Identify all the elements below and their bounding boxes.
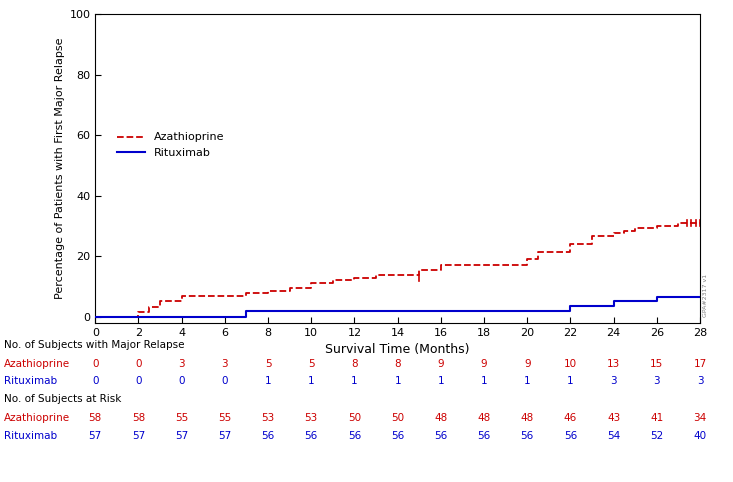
Text: 57: 57 <box>218 431 232 441</box>
Text: 56: 56 <box>520 431 534 441</box>
Text: 57: 57 <box>89 431 102 441</box>
Y-axis label: Percentage of Patients with First Major Relapse: Percentage of Patients with First Major … <box>55 38 65 299</box>
Text: 54: 54 <box>607 431 620 441</box>
Text: 53: 53 <box>262 414 275 423</box>
Text: 56: 56 <box>305 431 318 441</box>
Text: Rituximab: Rituximab <box>4 431 56 441</box>
Text: 0: 0 <box>178 376 185 386</box>
Text: 56: 56 <box>262 431 275 441</box>
Text: 43: 43 <box>607 414 620 423</box>
Text: 48: 48 <box>477 414 490 423</box>
Text: 55: 55 <box>175 414 188 423</box>
Text: 3: 3 <box>178 359 185 369</box>
Text: 1: 1 <box>265 376 271 386</box>
Text: 46: 46 <box>564 414 577 423</box>
Text: 52: 52 <box>650 431 663 441</box>
Text: Azathioprine: Azathioprine <box>4 359 70 369</box>
Text: 17: 17 <box>693 359 707 369</box>
X-axis label: Survival Time (Months): Survival Time (Months) <box>325 343 470 356</box>
Text: 5: 5 <box>308 359 314 369</box>
Text: 56: 56 <box>564 431 577 441</box>
Text: 1: 1 <box>438 376 444 386</box>
Text: 55: 55 <box>218 414 232 423</box>
Text: 58: 58 <box>132 414 145 423</box>
Text: 48: 48 <box>520 414 534 423</box>
Text: 58: 58 <box>89 414 102 423</box>
Legend: Azathioprine, Rituximab: Azathioprine, Rituximab <box>113 128 229 162</box>
Text: 3: 3 <box>221 359 228 369</box>
Text: 41: 41 <box>650 414 663 423</box>
Text: 34: 34 <box>693 414 707 423</box>
Text: 56: 56 <box>348 431 361 441</box>
Text: 3: 3 <box>654 376 660 386</box>
Text: 9: 9 <box>438 359 444 369</box>
Text: 1: 1 <box>351 376 358 386</box>
Text: 0: 0 <box>92 359 98 369</box>
Text: Azathioprine: Azathioprine <box>4 414 70 423</box>
Text: 15: 15 <box>650 359 663 369</box>
Text: 1: 1 <box>567 376 574 386</box>
Text: 1: 1 <box>524 376 531 386</box>
Text: 3: 3 <box>611 376 617 386</box>
Text: 0: 0 <box>135 376 141 386</box>
Text: 8: 8 <box>351 359 358 369</box>
Text: 57: 57 <box>132 431 145 441</box>
Text: 9: 9 <box>481 359 487 369</box>
Text: 1: 1 <box>394 376 401 386</box>
Text: No. of Subjects at Risk: No. of Subjects at Risk <box>4 394 121 404</box>
Text: 10: 10 <box>564 359 577 369</box>
Text: 50: 50 <box>348 414 361 423</box>
Text: 57: 57 <box>175 431 188 441</box>
Text: 56: 56 <box>391 431 405 441</box>
Text: 40: 40 <box>693 431 707 441</box>
Text: 5: 5 <box>265 359 271 369</box>
Text: 8: 8 <box>394 359 401 369</box>
Text: 0: 0 <box>135 359 141 369</box>
Text: 0: 0 <box>221 376 228 386</box>
Text: 1: 1 <box>481 376 487 386</box>
Text: No. of Subjects with Major Relapse: No. of Subjects with Major Relapse <box>4 340 184 349</box>
Text: 3: 3 <box>696 376 704 386</box>
Text: 13: 13 <box>607 359 620 369</box>
Text: 50: 50 <box>391 414 404 423</box>
Text: 9: 9 <box>524 359 531 369</box>
Text: GPA#2317 v1: GPA#2317 v1 <box>703 274 708 317</box>
Text: Rituximab: Rituximab <box>4 376 56 386</box>
Text: 0: 0 <box>92 376 98 386</box>
Text: 1: 1 <box>308 376 314 386</box>
Text: 48: 48 <box>434 414 447 423</box>
Text: 56: 56 <box>434 431 447 441</box>
Text: 53: 53 <box>305 414 318 423</box>
Text: 56: 56 <box>477 431 490 441</box>
